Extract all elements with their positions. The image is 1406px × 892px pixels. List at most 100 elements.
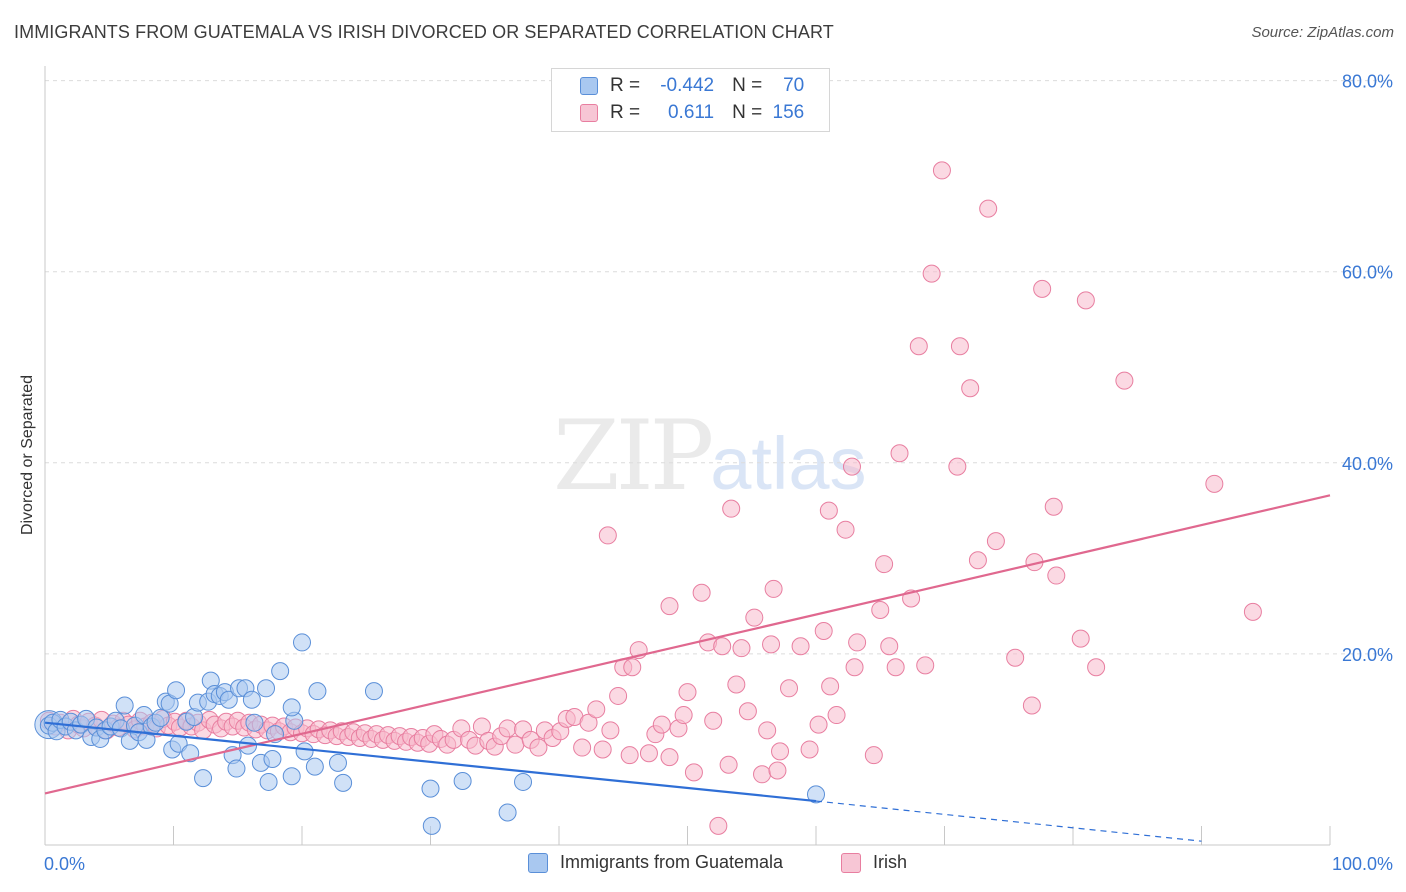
legend-row-irish: R = 0.611 N = 156 — [552, 100, 804, 126]
legend-r-value: -0.442 — [660, 75, 715, 96]
irish-point — [948, 457, 967, 476]
irish-point — [771, 742, 790, 761]
guatemala-point — [259, 772, 278, 791]
guatemala-point — [219, 690, 238, 709]
guatemala-point — [293, 633, 311, 652]
irish-point — [1047, 566, 1066, 585]
irish-point — [986, 532, 1005, 551]
irish-point — [601, 721, 620, 740]
legend-swatch-blue — [528, 852, 548, 873]
legend-n-value: 156 — [772, 102, 805, 123]
guatemala-point — [514, 772, 533, 791]
irish-point — [922, 264, 941, 283]
legend-label-guatemala: Immigrants from Guatemala — [560, 852, 784, 872]
guatemala-point — [328, 753, 347, 772]
irish-point — [842, 457, 861, 476]
irish-point — [529, 738, 548, 757]
irish-point — [727, 675, 746, 694]
guatemala-point — [227, 759, 246, 778]
irish-point — [780, 679, 799, 698]
irish-point — [719, 755, 738, 774]
correlation-legend: R = -0.442 N = 70 R = 0.611 N = 156 — [551, 68, 830, 132]
irish-point — [950, 337, 969, 356]
irish-point — [871, 600, 890, 619]
irish-point — [800, 740, 819, 759]
irish-point — [932, 161, 951, 180]
legend-item-guatemala: Immigrants from Guatemala — [528, 852, 783, 873]
irish-point — [848, 633, 867, 652]
guatemala-point — [453, 771, 472, 790]
y-tick-label: 80.0% — [1342, 72, 1393, 92]
guatemala-point — [498, 803, 517, 822]
irish-point — [652, 715, 671, 734]
irish-point — [875, 555, 894, 574]
irish-point — [821, 677, 840, 696]
trend-lines — [44, 494, 1331, 842]
legend-swatch-blue — [580, 77, 598, 95]
irish-point — [909, 337, 928, 356]
watermark-atlas: atlas — [710, 422, 867, 505]
guatemala-point — [364, 682, 383, 701]
guatemala-point — [115, 696, 134, 715]
irish-point — [623, 658, 642, 677]
irish-point — [886, 658, 905, 677]
irish-point — [506, 735, 525, 754]
legend-label-irish: Irish — [873, 852, 908, 872]
legend-swatch-pink — [841, 852, 861, 873]
irish-points — [39, 161, 1262, 835]
irish-point — [674, 706, 693, 725]
guatemala-point — [242, 690, 261, 709]
irish-point — [738, 702, 757, 721]
grid-lines — [45, 80, 1390, 655]
x-tick-label: 0.0% — [44, 854, 85, 874]
irish-point — [678, 683, 697, 702]
series-legend: Immigrants from Guatemala Irish — [0, 852, 1406, 878]
irish-point — [961, 379, 980, 398]
guatemala-point — [305, 757, 324, 776]
irish-point — [1115, 371, 1134, 390]
guatemala-point — [807, 785, 825, 804]
legend-swatch-pink — [580, 104, 598, 122]
source-label: Source: ZipAtlas.com — [1251, 24, 1394, 41]
guatemala-point — [308, 682, 327, 701]
guatemala-point — [421, 779, 440, 798]
irish-point — [809, 715, 828, 734]
irish-point — [880, 637, 899, 656]
irish-point — [968, 551, 987, 570]
irish-point — [709, 816, 728, 835]
guatemala-point — [263, 750, 282, 769]
irish-point — [598, 526, 617, 545]
irish-point — [890, 444, 909, 463]
legend-n-label: N = — [732, 102, 763, 123]
watermark: ZIPatlas — [553, 400, 867, 512]
irish-point — [1006, 648, 1025, 667]
legend-n-label: N = — [732, 75, 763, 96]
legend-n-value: 70 — [783, 75, 805, 96]
legend-r-label: R = — [610, 75, 641, 96]
irish-point — [836, 520, 855, 539]
tick-labels: 20.0% 40.0% 60.0% 80.0% 0.0% 100.0% — [44, 72, 1393, 874]
irish-point — [609, 686, 628, 705]
guatemala-point — [257, 679, 276, 698]
x-tick-label: 100.0% — [1332, 854, 1393, 874]
irish-point — [1044, 497, 1063, 516]
irish-point — [713, 637, 732, 656]
irish-point — [768, 761, 787, 780]
irish-point — [579, 713, 598, 732]
irish-point — [827, 706, 846, 725]
guatemala-point — [282, 767, 301, 786]
irish-point — [1243, 602, 1262, 621]
irish-point — [704, 711, 723, 730]
legend-r-label: R = — [610, 102, 641, 123]
irish-point — [819, 501, 838, 520]
irish-point — [660, 748, 679, 767]
y-tick-label: 20.0% — [1342, 645, 1393, 665]
irish-point — [620, 746, 639, 765]
irish-point — [791, 637, 810, 656]
irish-point — [1205, 474, 1224, 493]
guatemala-trend-extension — [815, 800, 1202, 842]
guatemala-point — [422, 816, 441, 835]
guatemala-trend-line — [44, 721, 817, 803]
irish-point — [753, 765, 772, 784]
